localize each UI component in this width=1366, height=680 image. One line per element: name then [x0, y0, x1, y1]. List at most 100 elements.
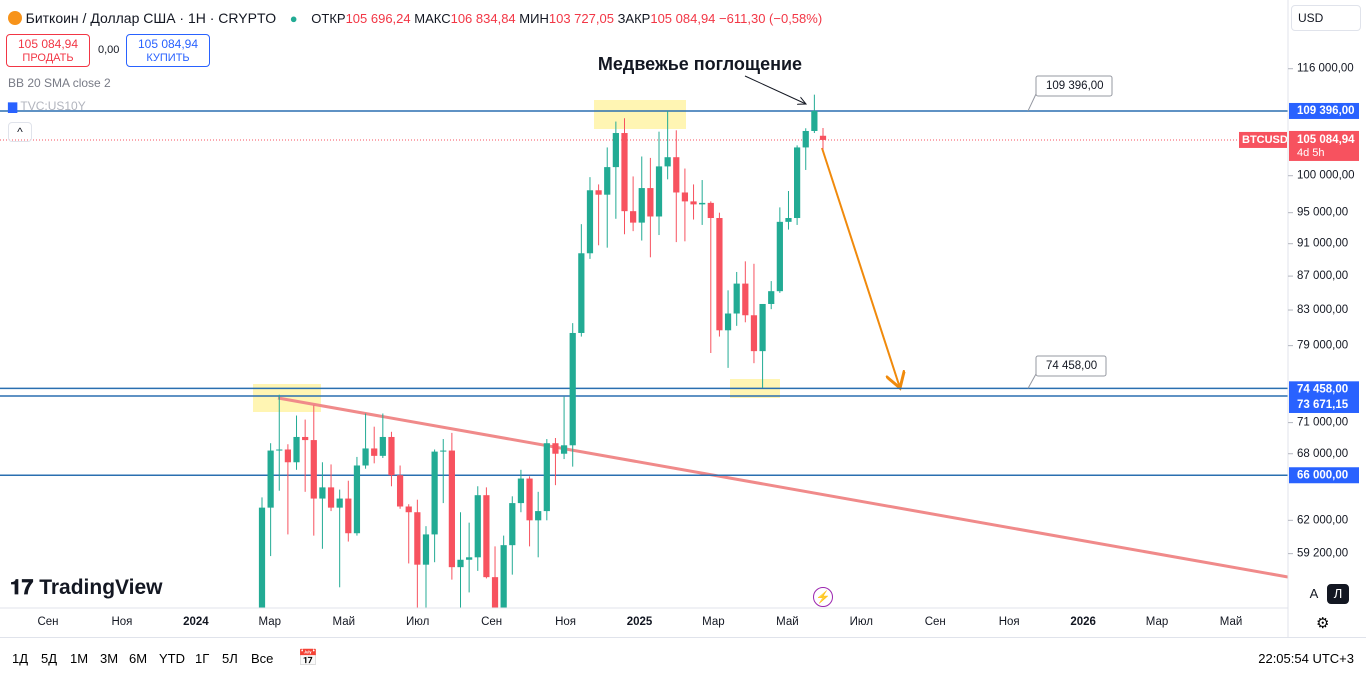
callout-label: 109 396,00	[1046, 80, 1104, 92]
candle-body	[509, 503, 516, 546]
currency-button[interactable]: USD	[1291, 5, 1361, 31]
annotation-arrow	[744, 75, 806, 104]
buy-price: 105 084,94	[137, 37, 199, 51]
events-icon[interactable]: ⚡	[813, 587, 833, 607]
high-label: МАКС	[414, 11, 451, 26]
x-tick-label: Май	[1220, 616, 1243, 628]
collapse-button[interactable]: ^	[8, 122, 32, 142]
candle-body	[440, 450, 447, 452]
y-tick-label: 95 000,00	[1297, 207, 1348, 219]
callout-box	[1035, 355, 1107, 377]
candle-body	[526, 478, 533, 521]
callout-stem	[1027, 373, 1037, 389]
callout-stem	[1027, 93, 1037, 112]
level-label-box	[1289, 381, 1359, 398]
candle-body	[284, 449, 291, 463]
candle-body	[724, 313, 732, 331]
x-tick-label: 2026	[1070, 616, 1096, 628]
period-button[interactable]: 1Г	[195, 651, 210, 666]
last-price-box	[1289, 130, 1359, 161]
candle-body	[276, 449, 283, 451]
candle-body	[759, 303, 766, 352]
projection-arrow	[821, 147, 900, 388]
y-tick-label: 100 000,00	[1297, 170, 1355, 182]
candle-body	[638, 188, 645, 223]
candle-body	[560, 445, 568, 454]
candle-body	[371, 448, 378, 456]
period-button[interactable]: 1М	[70, 651, 89, 666]
period-button[interactable]: 5Д	[41, 651, 58, 666]
y-tick-label: 116 000,00	[1297, 63, 1354, 75]
period-button[interactable]: 1Д	[12, 651, 29, 666]
settings-icon[interactable]: ⚙	[1316, 615, 1330, 632]
low: 103 727,05	[548, 11, 614, 26]
candle-body	[716, 218, 723, 331]
x-tick-label: Ноя	[999, 616, 1020, 628]
candle-body	[362, 448, 369, 466]
level-label: 109 396,00	[1297, 105, 1355, 117]
candle-body	[552, 443, 559, 454]
period-button[interactable]: Все	[251, 651, 274, 666]
candle-body	[647, 188, 654, 217]
y-tick-label: 91 000,00	[1297, 238, 1348, 250]
y-tick-label: 83 000,00	[1297, 304, 1348, 316]
candle-body	[707, 202, 714, 219]
candle-body	[673, 157, 680, 193]
callout-box	[1035, 75, 1113, 97]
date-range-icon[interactable]: 📅	[298, 650, 318, 667]
high: 106 834,84	[450, 11, 516, 26]
annotation: Медвежье поглощение	[598, 54, 802, 74]
chart: Медвежье поглощение 116 000,00 100 000,00…	[0, 0, 1359, 637]
candle-body	[379, 436, 386, 456]
level-label: 74 458,00	[1297, 383, 1348, 395]
candle-body	[794, 147, 801, 219]
candle-body	[664, 157, 671, 167]
candle-body	[483, 495, 490, 578]
candle-body	[414, 512, 421, 565]
candle-body	[811, 110, 818, 131]
candle-body	[776, 221, 783, 292]
toolbar: 📅 22:05:54 UTC+3 1Д 5Д 1М 3М 6М YTD 1Г 5Л Все	[0, 637, 1366, 680]
logo-text: TradingView	[39, 576, 163, 599]
y-tick-label: 62 000,00	[1297, 514, 1348, 526]
candle-body	[353, 465, 361, 534]
auto-button[interactable]: A	[1304, 584, 1324, 604]
x-tick-label: Июл	[850, 616, 873, 628]
period-button[interactable]: YTD	[159, 651, 185, 666]
last-price-label: 105 084,94	[1297, 134, 1355, 146]
candle-body	[345, 498, 352, 534]
period-button[interactable]: 3М	[100, 651, 119, 666]
y-tick-label: 59 200,00	[1297, 548, 1348, 560]
change: −611,30 (−0,58%)	[719, 11, 823, 26]
candle-body	[474, 495, 481, 558]
log-button[interactable]: Л	[1327, 584, 1349, 604]
indicator[interactable]: BB 20 SMA close 2	[8, 76, 111, 90]
candle-body	[457, 559, 464, 568]
candle-body	[535, 511, 542, 521]
level-label-box	[1289, 396, 1359, 413]
period-button[interactable]: 6М	[129, 651, 148, 666]
indicator[interactable]: ▆ TVC:US10Y	[8, 99, 86, 113]
sell-label: ПРОДАТЬ	[22, 52, 74, 64]
close: 105 084,94	[650, 11, 716, 26]
candle-body	[819, 135, 827, 140]
x-tick-label: Мар	[1146, 616, 1169, 628]
countdown: 4d 5h	[1297, 147, 1325, 159]
candle-body	[267, 450, 274, 508]
sell-button[interactable]: 105 084,94 ПРОДАТЬ	[6, 34, 90, 67]
candle-body	[604, 167, 611, 195]
candle-body	[302, 436, 309, 441]
candle-body	[768, 291, 775, 304]
sell-price: 105 084,94	[17, 37, 79, 51]
candle-body	[595, 190, 602, 195]
candle-body	[388, 436, 395, 476]
candle-body	[543, 443, 550, 512]
buy-button[interactable]: 105 084,94 КУПИТЬ	[126, 34, 210, 67]
period-button[interactable]: 5Л	[222, 651, 238, 666]
x-tick-label: Сен	[925, 616, 946, 628]
symbol: Биткоин / Доллар США · 1Н · CRYPTO	[25, 10, 277, 26]
x-tick-label: Июл	[406, 616, 429, 628]
x-tick-label: Мар	[702, 616, 725, 628]
candle-body	[733, 283, 740, 314]
